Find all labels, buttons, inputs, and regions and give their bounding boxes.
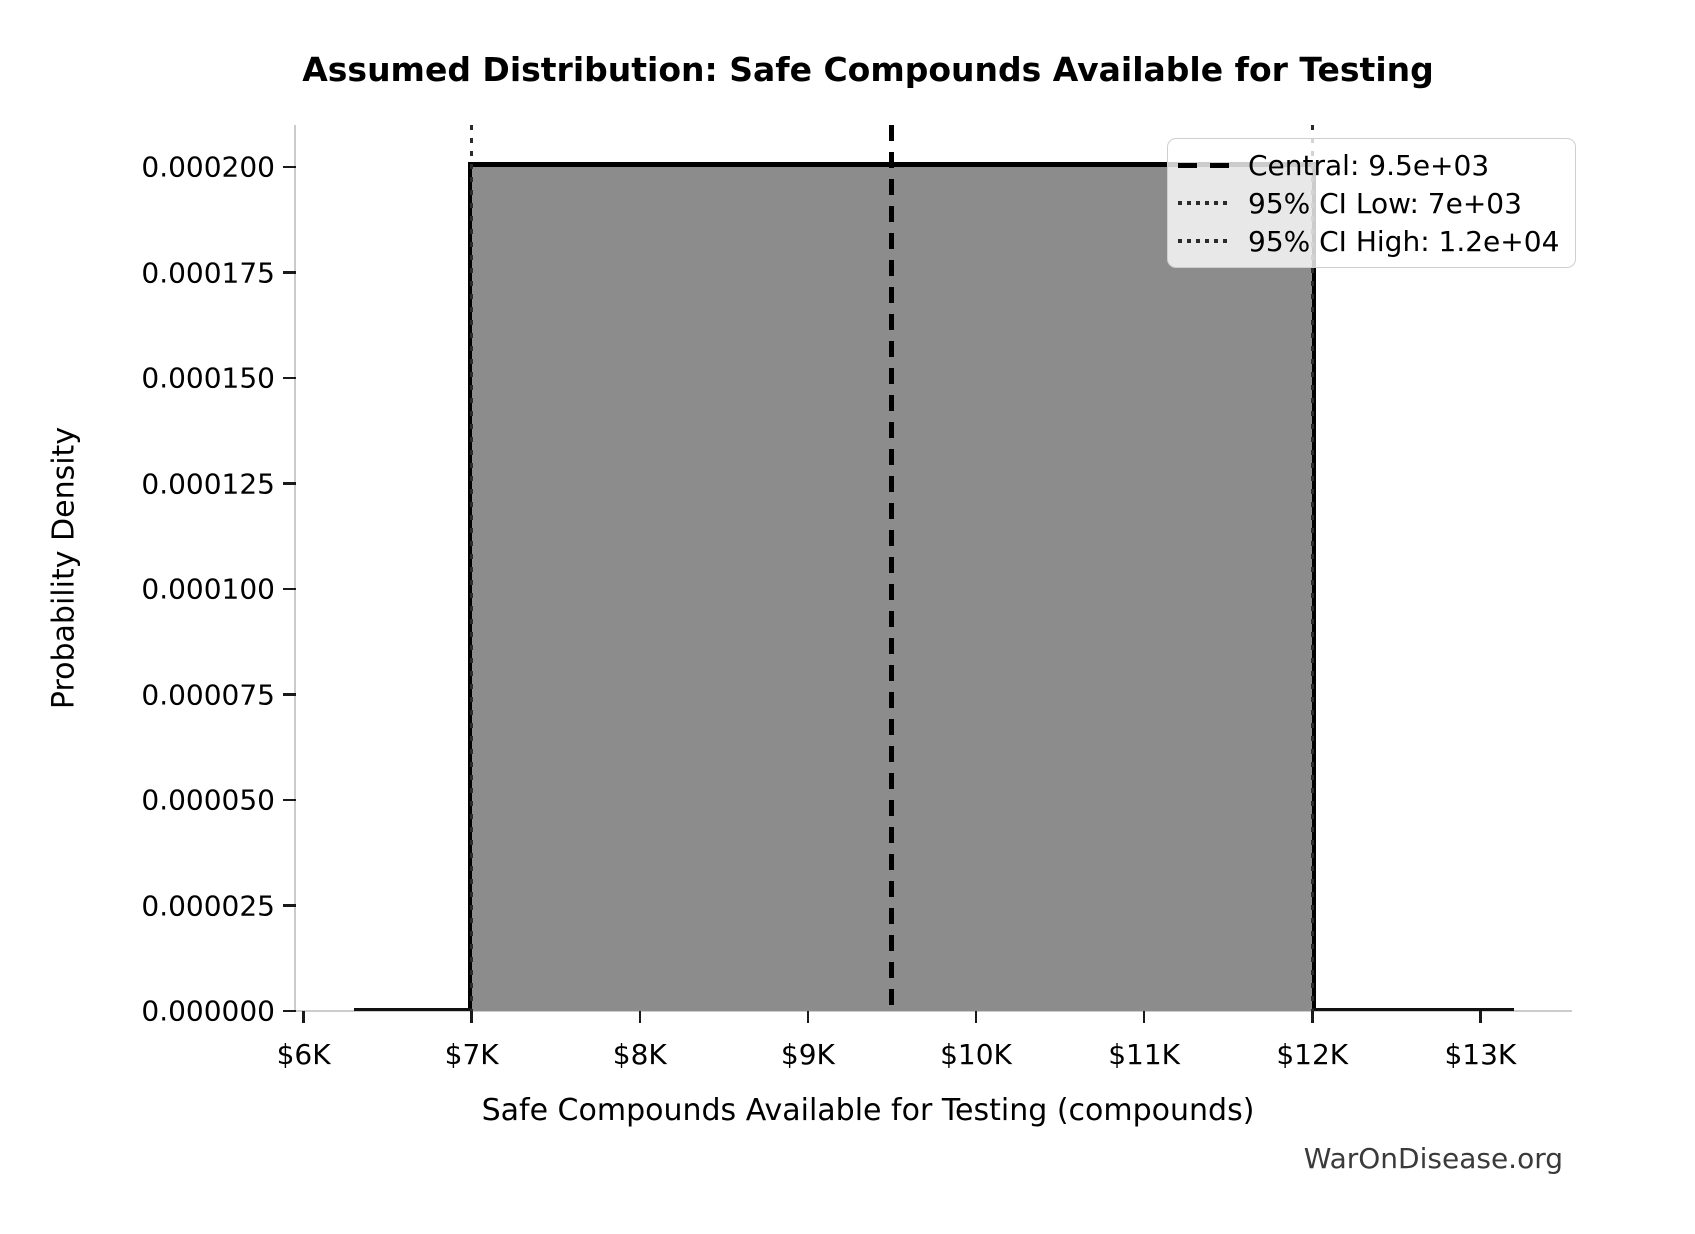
legend-item-central: Central: 9.5e+03	[1178, 146, 1559, 184]
y-tick-mark	[283, 904, 296, 907]
y-tick-label: 0.000075	[141, 678, 275, 712]
legend-label-central: Central: 9.5e+03	[1248, 148, 1490, 182]
ci-high-line	[1310, 125, 1314, 1011]
central-line	[889, 125, 895, 1011]
x-tick-mark	[1142, 1011, 1146, 1023]
y-tick-mark	[283, 165, 296, 169]
x-tick-mark	[1479, 1011, 1482, 1023]
y-tick-label: 0.000125	[141, 467, 275, 501]
x-tick-mark	[974, 1011, 978, 1023]
legend-label-ci-low: 95% CI Low: 7e+03	[1248, 186, 1522, 220]
x-tick-label: $7K	[444, 1038, 499, 1071]
y-tick-label: 0.000000	[141, 994, 275, 1028]
y-axis-spine	[294, 125, 296, 1011]
x-axis-label: Safe Compounds Available for Testing (co…	[481, 1093, 1255, 1128]
x-tick-label: $11K	[1108, 1038, 1181, 1071]
y-tick-mark	[283, 693, 296, 696]
x-tick-label: $6K	[276, 1038, 331, 1071]
ci-low-line	[469, 125, 474, 1011]
y-tick-mark	[283, 482, 296, 485]
legend-label-ci-high: 95% CI High: 1.2e+04	[1248, 224, 1560, 258]
x-tick-label: $12K	[1276, 1038, 1349, 1071]
legend-item-ci-high: 95% CI High: 1.2e+04	[1178, 222, 1559, 260]
watermark: WarOnDisease.org	[1303, 1142, 1563, 1175]
y-tick-mark	[283, 271, 296, 274]
y-tick-label: 0.000025	[141, 889, 275, 923]
plot-area: $6K $7K $8K $9K $10K $11K $12K $13K 0.000000 0.00…	[141, 125, 1572, 1071]
y-tick-label: 0.000200	[141, 150, 275, 184]
legend: Central: 9.5e+03 95% CI Low: 7e+03 95% C…	[1167, 138, 1577, 268]
y-tick-mark	[283, 798, 296, 802]
chart-title: Assumed Distribution: Safe Compounds Ava…	[302, 50, 1434, 89]
dotted-line-sample	[1178, 239, 1230, 243]
y-tick-mark	[283, 376, 296, 380]
x-tick-mark	[1311, 1011, 1314, 1023]
y-tick-label: 0.000150	[141, 361, 275, 395]
dashed-line-sample	[1178, 162, 1230, 168]
y-tick-label: 0.000100	[141, 572, 275, 606]
x-tick-label: $13K	[1444, 1038, 1517, 1071]
pdf-zero-line-left	[354, 1007, 472, 1011]
x-tick-label: $8K	[612, 1038, 667, 1071]
x-tick-label: $9K	[780, 1038, 835, 1071]
pdf-zero-line-right	[1312, 1007, 1514, 1011]
x-tick-mark	[470, 1011, 473, 1023]
y-tick-label: 0.000050	[141, 783, 275, 817]
x-axis-spine	[296, 1010, 1572, 1012]
y-axis-label: Probability Density	[46, 426, 82, 710]
y-tick-label: 0.000175	[141, 256, 275, 290]
x-tick-mark	[302, 1011, 305, 1023]
legend-item-ci-low: 95% CI Low: 7e+03	[1178, 184, 1559, 222]
dotted-line-sample	[1178, 201, 1230, 205]
x-tick-mark	[806, 1011, 810, 1023]
y-tick-mark	[283, 1009, 296, 1013]
y-tick-mark	[283, 587, 296, 591]
x-tick-label: $10K	[940, 1038, 1012, 1071]
x-tick-mark	[638, 1011, 642, 1023]
